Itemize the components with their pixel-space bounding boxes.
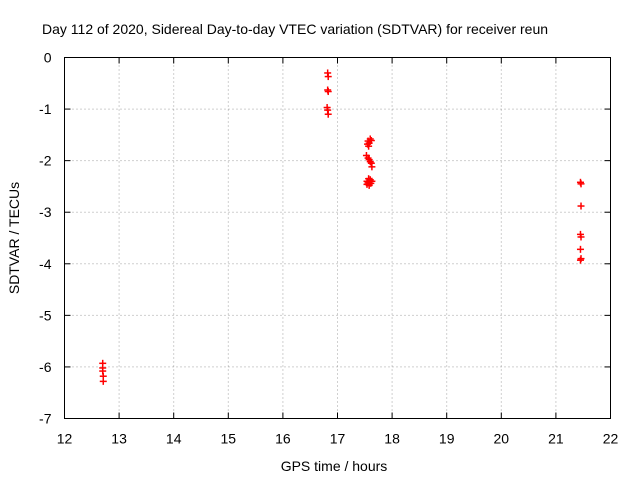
x-tick-label: 17 — [330, 431, 346, 447]
data-point — [577, 233, 585, 241]
data-point — [324, 73, 332, 81]
y-tick-label: -1 — [39, 101, 52, 117]
x-tick-label: 14 — [166, 431, 182, 447]
x-tick-label: 18 — [384, 431, 400, 447]
y-tick-label: -7 — [39, 411, 52, 427]
data-point — [365, 181, 373, 189]
data-point — [368, 163, 376, 171]
chart-title: Day 112 of 2020, Sidereal Day-to-day VTE… — [42, 21, 548, 37]
x-tick-label: 13 — [111, 431, 127, 447]
x-tick-label: 16 — [275, 431, 291, 447]
data-point — [99, 377, 107, 385]
grid — [64, 57, 611, 419]
data-point — [577, 180, 585, 188]
data-point — [365, 142, 373, 150]
y-axis-label: SDTVAR / TECUs — [6, 182, 22, 294]
plot-frame — [64, 57, 611, 419]
x-axis-label: GPS time / hours — [281, 458, 388, 474]
x-tick-label: 20 — [494, 431, 510, 447]
y-tick-label: -5 — [39, 307, 52, 323]
data-point — [324, 88, 332, 96]
data-point — [576, 245, 584, 253]
x-tick-label: 22 — [603, 431, 619, 447]
data-point — [577, 202, 585, 210]
tick-labels: 12 13 14 15 16 17 18 19 20 21 22 0 -1 -2 -3 -4 -5 -6 -7 — [39, 50, 618, 447]
x-tick-label: 19 — [439, 431, 455, 447]
data-point — [364, 154, 372, 162]
x-tick-label: 12 — [57, 431, 73, 447]
data-point — [576, 256, 584, 264]
data-point — [366, 158, 374, 166]
y-tick-label: -4 — [39, 256, 52, 272]
y-tick-label: -2 — [39, 153, 52, 169]
x-tick-label: 21 — [548, 431, 564, 447]
y-tick-label: -6 — [39, 359, 52, 375]
y-tick-label: -3 — [39, 204, 52, 220]
data-points — [99, 69, 585, 385]
x-tick-label: 15 — [221, 431, 237, 447]
y-tick-label: 0 — [44, 50, 52, 66]
data-point — [324, 110, 332, 118]
